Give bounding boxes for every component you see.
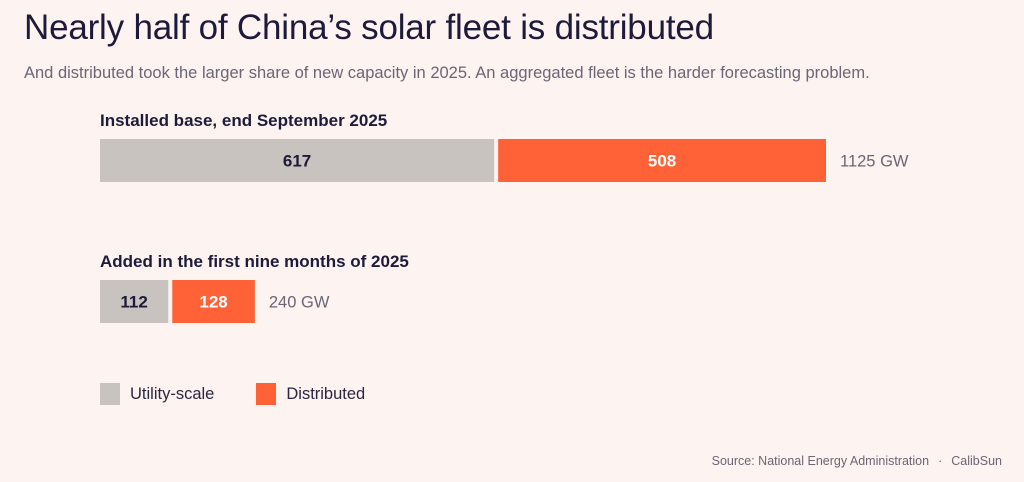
legend-item-distributed: Distributed: [256, 383, 365, 405]
legend-label-utility: Utility-scale: [130, 384, 215, 403]
bar-distributed-1: [172, 280, 255, 323]
legend-label-distributed: Distributed: [286, 384, 366, 403]
bar-value-utility-0: 617: [283, 152, 311, 171]
legend-item-utility: Utility-scale: [100, 383, 214, 405]
source-text: Source: National Energy Administration: [711, 454, 930, 468]
chart-subtitle: And distributed took the larger share of…: [24, 64, 870, 82]
bar-value-distributed-1: 128: [199, 293, 227, 312]
bar-value-utility-1: 112: [120, 293, 147, 312]
section-label-added: Added in the first nine months of 2025: [100, 252, 409, 271]
section-label-installed: Installed base, end September 2025: [100, 111, 388, 130]
bar-total-label-0: 1125 GW: [840, 153, 909, 171]
source-separator: ·: [938, 454, 943, 468]
legend-swatch-utility: [100, 383, 120, 405]
bar-total-label-1: 240 GW: [269, 294, 330, 312]
legend-swatch-distributed: [256, 383, 277, 405]
chart-title: Nearly half of China’s solar fleet is di…: [24, 8, 714, 47]
bar-value-distributed-0: 508: [648, 152, 676, 171]
legend: Utility-scale Distributed: [100, 383, 407, 405]
brand-name: CalibSun: [951, 454, 1002, 468]
bar-utility-0: [100, 139, 495, 182]
bar-distributed-0: [498, 139, 826, 182]
source-note: Source: National Energy Administration · C…: [712, 454, 1002, 468]
bar-utility-1: [100, 280, 169, 323]
